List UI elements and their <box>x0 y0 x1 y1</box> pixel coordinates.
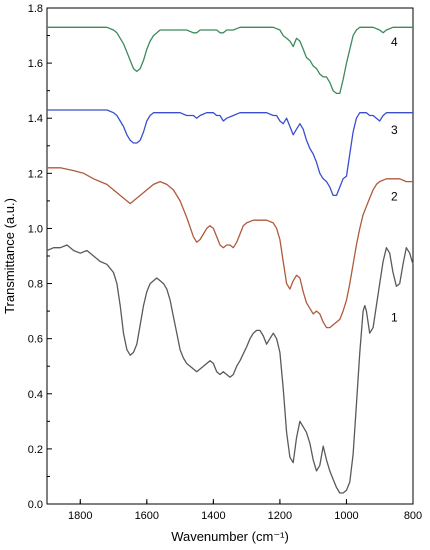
y-tick-label: 0.2 <box>28 444 43 456</box>
series-line-1 <box>46 244 414 494</box>
series-group <box>46 26 414 494</box>
y-tick-label: 0.8 <box>28 279 43 291</box>
series-label-2: 2 <box>391 189 398 203</box>
x-tick-label: 1000 <box>334 510 358 522</box>
series-label-4: 4 <box>391 35 398 49</box>
series-line-2 <box>47 167 413 329</box>
series-label-1: 1 <box>391 311 398 325</box>
y-tick-label: 1.8 <box>28 3 43 15</box>
y-tick-label: 1.6 <box>28 58 43 70</box>
x-tick-label: 1800 <box>68 510 92 522</box>
x-tick-label: 1400 <box>201 510 225 522</box>
x-tick-label: 1200 <box>268 510 292 522</box>
y-tick-label: 0.4 <box>28 389 43 401</box>
series-line-3 <box>47 109 413 197</box>
x-ticks: 1800 1600 1400 1200 1000 800 <box>68 499 422 522</box>
y-tick-label: 0.6 <box>28 334 43 346</box>
y-axis-title: Transmittance (a.u.) <box>2 198 17 314</box>
y-ticks: 0.0 0.2 0.4 0.6 0.8 1.0 1.2 1.4 1.6 1.8 <box>28 3 52 511</box>
y-tick-label: 1.0 <box>28 223 43 235</box>
series-line-4 <box>47 26 413 95</box>
y-tick-label: 1.2 <box>28 168 43 180</box>
x-tick-label: 1600 <box>135 510 159 522</box>
series-labels: 1 2 3 4 <box>391 35 398 325</box>
series-label-3: 3 <box>391 123 398 137</box>
y-tick-label: 0.0 <box>28 499 43 511</box>
y-tick-label: 1.4 <box>28 113 43 125</box>
x-tick-label: 800 <box>404 510 422 522</box>
x-axis-title: Wavenumber (cm⁻¹) <box>171 529 289 544</box>
plot-frame <box>46 7 414 505</box>
